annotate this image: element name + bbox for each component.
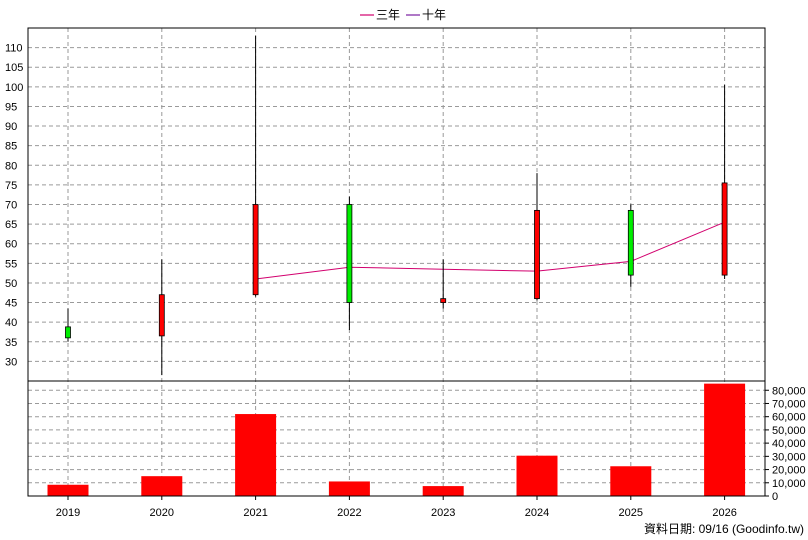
volume-y-tick-label: 40,000 — [772, 438, 806, 450]
price-panel: 30 35 40 45 50 55 60 65 70 75 80 85 90 95 100 105 110 — [5, 27, 766, 496]
price-y-tick-label: 105 — [5, 62, 23, 74]
x-tick-label: 2025 — [619, 507, 643, 519]
price-y-tick-label: 95 — [5, 101, 17, 113]
candle-body — [65, 326, 71, 339]
price-y-tick-label: 110 — [5, 43, 23, 55]
volume-y-tick-label: 0 — [772, 491, 778, 503]
price-y-tick-label: 60 — [5, 239, 17, 251]
candle-body — [534, 209, 540, 300]
volume-y-tick-label: 60,000 — [772, 412, 806, 424]
price-y-tick-label: 75 — [5, 180, 17, 192]
volume-y-tick-label: 50,000 — [772, 425, 806, 437]
legend-label-ten-year: 十年 — [422, 8, 446, 22]
price-y-tick-label: 50 — [5, 278, 17, 290]
volume-bar — [516, 455, 558, 496]
x-tick-label: 2026 — [712, 507, 736, 519]
volume-y-tick-label: 70,000 — [772, 398, 806, 410]
candle-body — [252, 204, 259, 296]
x-tick-label: 2019 — [56, 507, 80, 519]
volume-y-tick-label: 20,000 — [772, 465, 806, 477]
candle-body — [158, 294, 165, 337]
volume-bar — [141, 476, 183, 496]
price-y-tick-label: 65 — [5, 219, 17, 231]
x-tick-label: 2020 — [150, 507, 174, 519]
price-y-tick-label: 30 — [5, 356, 17, 368]
legend: 三年 十年 — [360, 8, 446, 22]
candle-body — [627, 209, 634, 276]
candle-body — [440, 298, 447, 303]
candle-body — [346, 204, 353, 303]
price-y-tick-label: 100 — [5, 82, 23, 94]
volume-bar — [422, 486, 464, 496]
volume-bar — [704, 383, 746, 496]
x-tick-label: 2021 — [243, 507, 267, 519]
price-y-tick-label: 40 — [5, 317, 17, 329]
volume-bar — [610, 466, 652, 496]
price-y-tick-label: 80 — [5, 160, 17, 172]
price-y-tick-label: 55 — [5, 258, 17, 270]
candle-body — [721, 182, 728, 276]
legend-label-three-year: 三年 — [376, 8, 400, 22]
data-date-footer: 資料日期: 09/16 (Goodinfo.tw) — [643, 522, 804, 536]
price-y-tick-label: 45 — [5, 298, 17, 310]
price-y-tick-label: 90 — [5, 121, 17, 133]
volume-panel-frame — [27, 380, 766, 497]
volume-y-tick-label: 30,000 — [772, 451, 806, 463]
price-y-tick-label: 85 — [5, 141, 17, 153]
x-tick-label: 2022 — [337, 507, 361, 519]
volume-bar — [47, 484, 89, 496]
volume-y-tick-label: 10,000 — [772, 478, 806, 490]
price-y-tick-label: 70 — [5, 200, 17, 212]
x-tick-label: 2023 — [431, 507, 455, 519]
price-y-tick-label: 35 — [5, 337, 17, 349]
three-year-avg-line — [255, 221, 725, 280]
volume-bar — [235, 414, 277, 496]
volume-bar — [328, 481, 370, 496]
x-axis: 2019 2020 2021 2022 2023 2024 2025 2026 — [56, 496, 737, 519]
x-tick-label: 2024 — [525, 507, 549, 519]
volume-y-tick-label: 80,000 — [772, 385, 806, 397]
